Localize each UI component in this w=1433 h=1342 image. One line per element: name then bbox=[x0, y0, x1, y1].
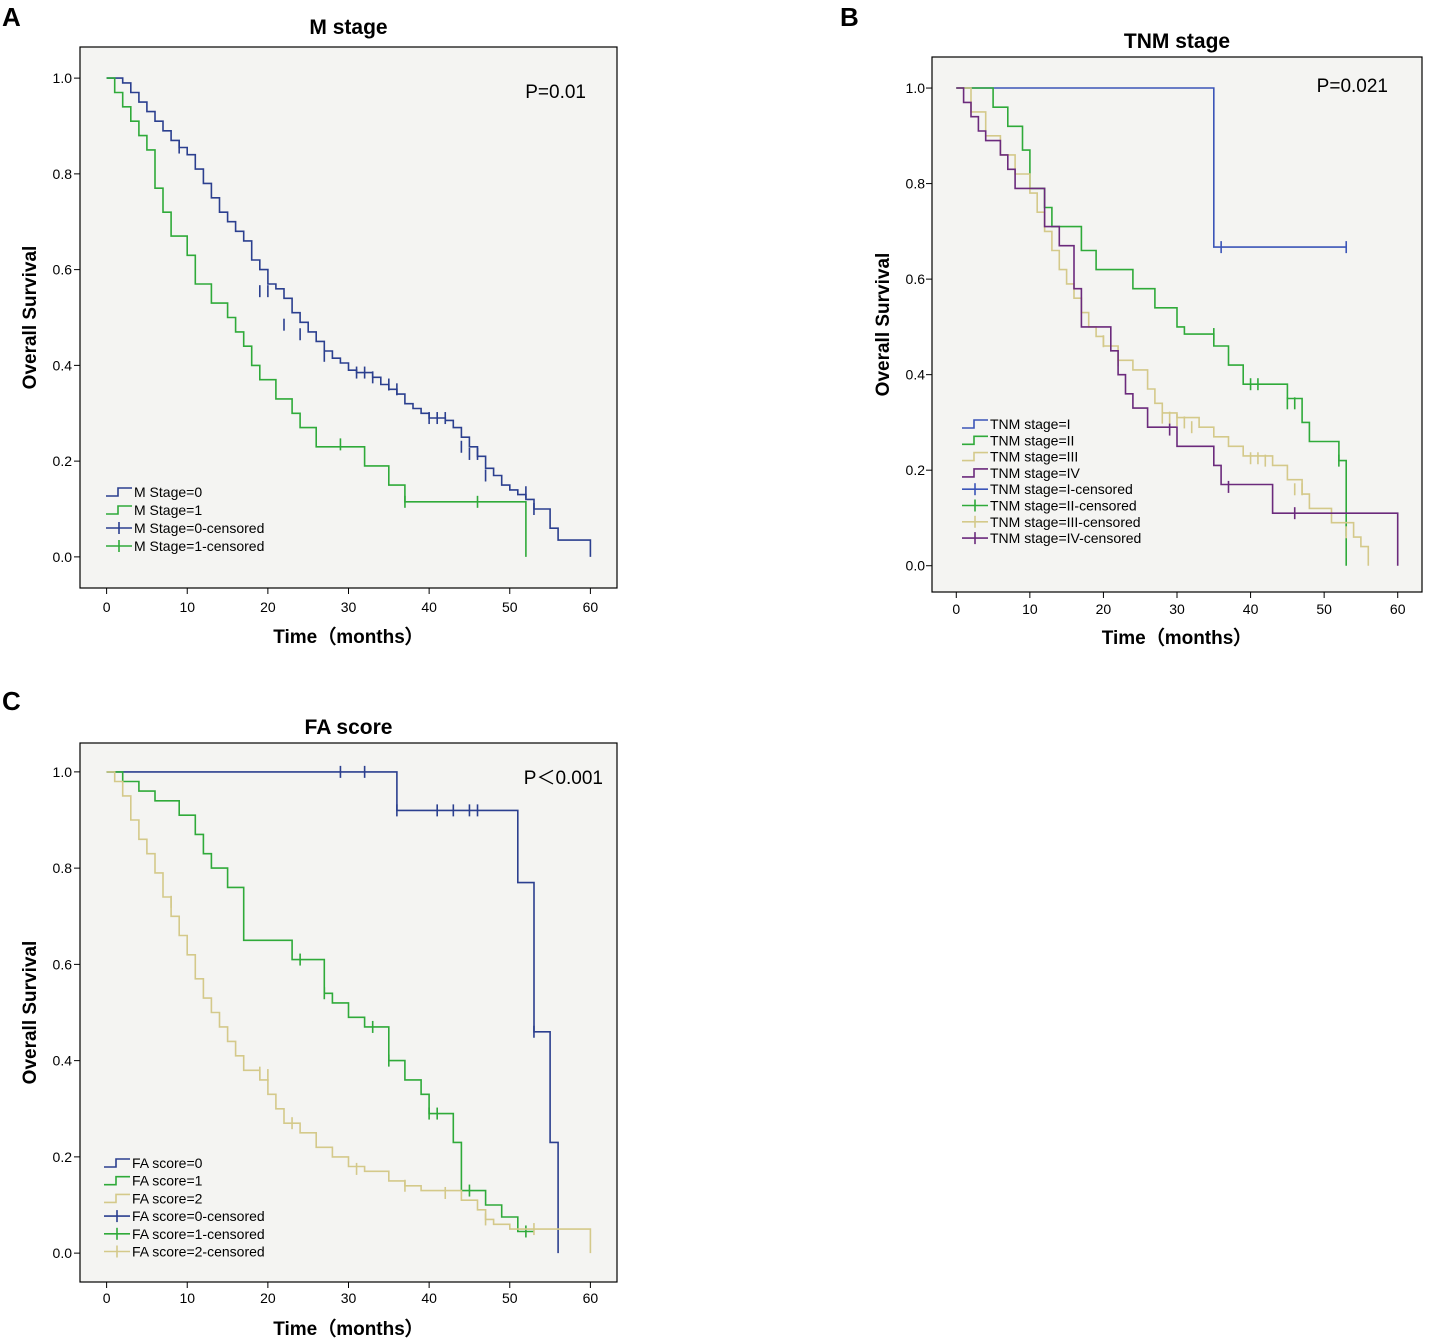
y-tick-label: 0.4 bbox=[53, 1053, 73, 1069]
p-value-annotation: P＜0.001 bbox=[524, 768, 603, 789]
y-tick-label: 0.6 bbox=[53, 956, 73, 972]
y-tick-label: 0.2 bbox=[906, 462, 926, 478]
y-tick-label: 0.4 bbox=[906, 367, 926, 383]
legend-label: TNM stage=I bbox=[990, 416, 1071, 432]
x-axis-label: Time（months） bbox=[1102, 626, 1253, 649]
legend-label: TNM stage=II bbox=[990, 432, 1074, 448]
survival-curve-1 bbox=[106, 771, 534, 1233]
y-tick-label: 0.8 bbox=[53, 860, 73, 876]
y-tick-label: 1.0 bbox=[53, 70, 73, 86]
y-tick-label: 0.2 bbox=[53, 453, 73, 469]
panel-letter-c: C bbox=[2, 686, 21, 716]
legend-label: FA score=1 bbox=[132, 1173, 203, 1189]
survival-curve-0 bbox=[956, 87, 1347, 248]
x-tick-label: 0 bbox=[103, 1290, 111, 1306]
y-tick-label: 0.8 bbox=[53, 166, 73, 182]
panel-letter-b: B bbox=[840, 2, 859, 32]
panel-b: B TNM stage 0 10 20 30 40 50 60 0.0 0.2 0.4 0.6 0.8 1… bbox=[840, 2, 1423, 649]
x-tick-label: 0 bbox=[952, 601, 960, 617]
legend-swatch bbox=[106, 505, 132, 515]
x-tick-label: 60 bbox=[583, 1290, 599, 1306]
y-tick-label: 0.4 bbox=[53, 357, 73, 373]
y-tick-label: 0.6 bbox=[906, 271, 926, 287]
legend-swatch bbox=[962, 419, 988, 429]
legend-label: M Stage=1 bbox=[134, 502, 202, 518]
chart-title: TNM stage bbox=[1124, 30, 1230, 53]
x-tick-label: 50 bbox=[502, 599, 518, 615]
survival-curve-2 bbox=[956, 87, 1370, 566]
legend-label: M Stage=0 bbox=[134, 484, 202, 500]
legend-label: TNM stage=II-censored bbox=[990, 498, 1137, 514]
panel-c: C FA score 0 10 20 30 40 50 60 0.0 0.2 0.4 0.6 0.8 1.… bbox=[2, 686, 618, 1340]
y-axis-label: Overall Survival bbox=[20, 941, 41, 1085]
x-axis-label: Time（months） bbox=[273, 625, 424, 648]
legend-swatch bbox=[106, 487, 132, 497]
legend-label: TNM stage=III-censored bbox=[990, 514, 1141, 530]
y-axis-label: Overall Survival bbox=[20, 246, 41, 390]
y-tick-label: 1.0 bbox=[906, 80, 926, 96]
plot-area bbox=[79, 46, 618, 589]
x-tick-label: 40 bbox=[421, 599, 437, 615]
panel-a: A M stage 0 10 20 30 40 50 60 0.0 0.2 0.4 0.6 0.8 1.0… bbox=[2, 2, 618, 648]
survival-curve-1 bbox=[106, 77, 527, 557]
chart-title: FA score bbox=[305, 716, 393, 739]
legend-label: TNM stage=IV-censored bbox=[990, 530, 1141, 546]
x-tick-label: 50 bbox=[1316, 601, 1332, 617]
legend-swatch bbox=[104, 1158, 130, 1168]
legend-label: TNM stage=III bbox=[990, 449, 1078, 465]
p-value-annotation: P=0.021 bbox=[1317, 76, 1388, 97]
legend-label: FA score=1-censored bbox=[132, 1226, 265, 1242]
p-value-annotation: P=0.01 bbox=[525, 82, 586, 103]
x-tick-label: 30 bbox=[1169, 601, 1185, 617]
legend-label: M Stage=0-censored bbox=[134, 520, 264, 536]
legend-label: FA score=0 bbox=[132, 1155, 203, 1171]
legend-label: FA score=0-censored bbox=[132, 1208, 265, 1224]
x-tick-label: 60 bbox=[1390, 601, 1406, 617]
y-tick-label: 0.6 bbox=[53, 262, 73, 278]
survival-curve-0 bbox=[106, 77, 592, 557]
x-tick-label: 0 bbox=[103, 599, 111, 615]
chart-title: M stage bbox=[309, 16, 387, 39]
panel-letter-a: A bbox=[2, 2, 21, 32]
x-tick-label: 60 bbox=[583, 599, 599, 615]
x-tick-label: 30 bbox=[341, 1290, 357, 1306]
x-tick-label: 20 bbox=[260, 1290, 276, 1306]
x-tick-label: 20 bbox=[260, 599, 276, 615]
x-tick-label: 50 bbox=[502, 1290, 518, 1306]
y-tick-label: 1.0 bbox=[53, 764, 73, 780]
legend-swatch bbox=[962, 468, 988, 478]
y-tick-label: 0.0 bbox=[53, 549, 73, 565]
survival-curve-1 bbox=[956, 87, 1347, 566]
survival-curve-0 bbox=[106, 771, 559, 1254]
y-tick-label: 0.0 bbox=[53, 1245, 73, 1261]
x-axis-label: Time（months） bbox=[273, 1317, 424, 1340]
survival-curve-3 bbox=[956, 87, 1399, 566]
legend-label: TNM stage=I-censored bbox=[990, 481, 1133, 497]
x-tick-label: 10 bbox=[179, 599, 195, 615]
x-tick-label: 10 bbox=[1022, 601, 1038, 617]
legend-swatch bbox=[962, 451, 988, 462]
y-tick-label: 0.2 bbox=[53, 1149, 73, 1165]
legend-label: FA score=2-censored bbox=[132, 1244, 265, 1260]
legend-swatch bbox=[104, 1175, 130, 1186]
y-axis-label: Overall Survival bbox=[873, 253, 894, 397]
legend-label: FA score=2 bbox=[132, 1190, 203, 1206]
x-tick-label: 30 bbox=[341, 599, 357, 615]
legend-label: M Stage=1-censored bbox=[134, 538, 264, 554]
legend-swatch bbox=[962, 435, 988, 446]
y-tick-label: 0.8 bbox=[906, 176, 926, 192]
x-tick-label: 40 bbox=[421, 1290, 437, 1306]
x-tick-label: 20 bbox=[1096, 601, 1112, 617]
x-tick-label: 10 bbox=[179, 1290, 195, 1306]
legend-swatch bbox=[104, 1193, 130, 1204]
x-tick-label: 40 bbox=[1243, 601, 1259, 617]
y-tick-label: 0.0 bbox=[906, 558, 926, 574]
legend-label: TNM stage=IV bbox=[990, 465, 1081, 481]
